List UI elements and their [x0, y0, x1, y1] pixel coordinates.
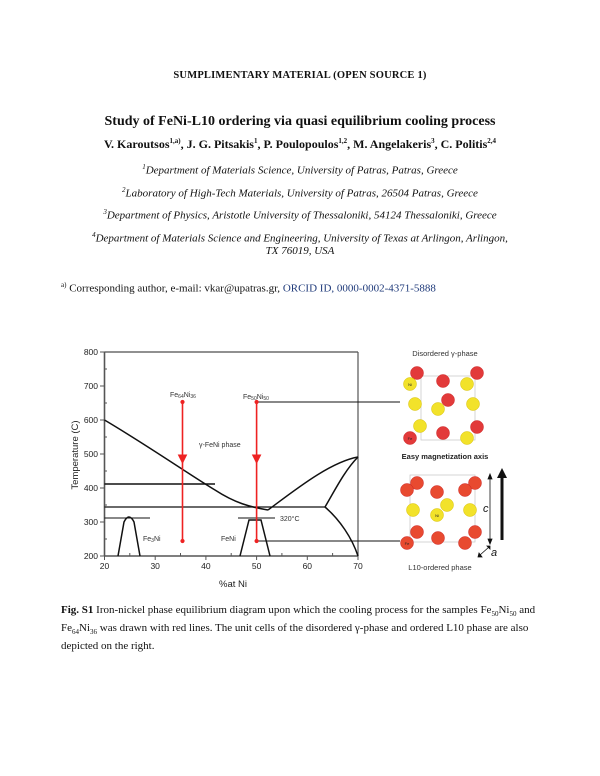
author-name: C. Politis: [440, 137, 488, 151]
svg-text:70: 70: [353, 561, 363, 571]
svg-text:400: 400: [84, 483, 98, 493]
caption-text: was drawn with red lines. The unit cells…: [61, 622, 529, 653]
affiliation-sup: 4: [92, 231, 96, 239]
arrow-down-icon: [251, 454, 262, 465]
svg-text:800: 800: [84, 347, 98, 357]
c-axis-arrow-icon: [477, 472, 493, 558]
affiliation-4: 4Department of Materials Science and Eng…: [0, 231, 600, 245]
affiliation-2: 2Laboratory of High-Tech Materials, Univ…: [0, 186, 600, 200]
svg-text:γ-FeNi phase: γ-FeNi phase: [199, 442, 241, 449]
chart-annotations: Fe64Ni36 Fe50Ni50 γ-FeNi phase 320°C Fe3…: [143, 392, 300, 544]
caption-text: Ni: [79, 622, 90, 635]
author-sup: 1: [253, 137, 258, 145]
affiliation-1: 1Department of Materials Science, Univer…: [0, 163, 600, 177]
caption-sub: 64: [72, 628, 79, 637]
affiliation-4-line2: TX 76019, USA: [265, 245, 335, 257]
easy-axis-label: Easy magnetization axis: [402, 452, 489, 461]
svg-text:60: 60: [303, 561, 313, 571]
svg-text:20: 20: [100, 561, 110, 571]
svg-text:Fe: Fe: [405, 541, 410, 546]
svg-text:FeNi: FeNi: [221, 536, 236, 543]
svg-text:600: 600: [84, 415, 98, 425]
orcid-link[interactable]: 0000-0002-4371-5888: [336, 282, 436, 295]
disordered-unit-cell: Ni Fe: [403, 366, 484, 445]
svg-text:Fe3Ni: Fe3Ni: [143, 536, 161, 544]
affiliation-sup: 1: [142, 163, 146, 171]
author-name: V. Karoutsos: [103, 137, 170, 151]
disordered-phase-label: Disordered γ-phase: [412, 349, 477, 358]
author-sup: 1,a): [169, 137, 181, 145]
svg-text:300: 300: [84, 517, 98, 527]
svg-text:320°C: 320°C: [280, 515, 300, 523]
corresponding-text: Corresponding author, e-mail: vkar@upatr…: [69, 282, 281, 295]
caption-sub: 36: [90, 628, 97, 637]
author-name: M. Angelakeris: [353, 137, 432, 151]
svg-text:40: 40: [201, 561, 211, 571]
author-name: P. Poulopoulos: [263, 137, 339, 151]
svg-text:Ni: Ni: [435, 513, 439, 518]
y-axis-label: Temperature (C): [70, 420, 81, 489]
svg-text:Fe50Ni50: Fe50Ni50: [243, 394, 269, 402]
cooling-paths: [177, 399, 262, 544]
ordered-unit-cell: Ni Fe c a: [400, 468, 507, 559]
caption-text: and Fe: [61, 604, 536, 635]
arrow-down-icon: [177, 454, 188, 465]
c-lattice-label: c: [483, 503, 489, 515]
orcid-label[interactable]: ORCID ID,: [282, 282, 335, 295]
affiliation-text: Laboratory of High-Tech Materials, Unive…: [125, 187, 478, 200]
easy-axis-arrow-icon: [497, 468, 507, 540]
svg-text:50: 50: [252, 561, 262, 571]
author-sup: 3: [431, 137, 435, 145]
corresponding-author: a) Corresponding author, e-mail: vkar@up…: [61, 281, 436, 295]
x-tick-labels: 20 30 40 50 60 70: [100, 561, 363, 571]
caption-sub: 50: [509, 610, 517, 619]
svg-text:Fe64Ni36: Fe64Ni36: [170, 392, 196, 400]
author-sup: 2,4: [487, 137, 497, 145]
y-tick-labels: 800 700 600 500 400 300 200: [84, 347, 98, 561]
chart-axes: [100, 351, 359, 560]
affiliation-sup: 3: [103, 208, 107, 216]
author-list: V. Karoutsos1,a), J. G. Pitsakis1, P. Po…: [103, 137, 497, 151]
affiliation-text: Department of Physics, Aristotle Univers…: [106, 209, 497, 222]
supplementary-header: SUMPLIMENTARY MATERIAL (OPEN SOURCE 1): [173, 70, 427, 81]
affiliation-3: 3Department of Physics, Aristotle Univer…: [0, 208, 600, 222]
svg-text:500: 500: [84, 449, 98, 459]
paper-title: Study of FeNi-L10 ordering via quasi equ…: [104, 114, 496, 129]
phase-boundaries: [104, 401, 400, 557]
caption-text: Iron-nickel phase equilibrium diagram up…: [93, 604, 492, 616]
figure-caption: Fig. S1 Iron-nickel phase equilibrium di…: [61, 603, 551, 653]
x-axis-label: %at Ni: [219, 579, 247, 590]
svg-text:30: 30: [150, 561, 160, 571]
caption-text: Ni: [498, 604, 510, 616]
svg-text:Fe: Fe: [408, 436, 413, 441]
ordered-phase-label: L10-ordered phase: [408, 563, 471, 572]
affiliation-text: Department of Materials Science and Engi…: [95, 232, 508, 245]
affiliation-text: Department of Materials Science, Univers…: [145, 164, 458, 177]
author-name: J. G. Pitsakis: [186, 137, 254, 151]
caption-label: Fig. S1: [61, 604, 94, 616]
caption-sub: 50: [491, 610, 499, 619]
author-sup: 1,2: [338, 137, 348, 145]
a-lattice-label: a: [491, 547, 497, 559]
affiliation-sup: 2: [122, 186, 126, 194]
svg-text:200: 200: [84, 551, 98, 561]
svg-text:700: 700: [84, 381, 98, 391]
svg-text:Ni: Ni: [408, 382, 412, 387]
corresponding-sup: a): [61, 281, 67, 289]
